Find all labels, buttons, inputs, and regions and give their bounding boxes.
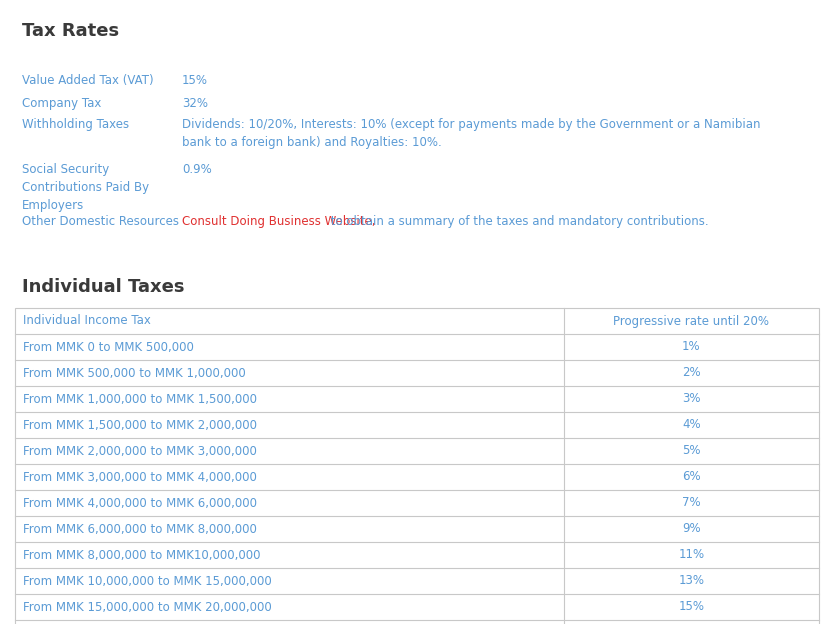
Text: Dividends: 10/20%, Interests: 10% (except for payments made by the Government or: Dividends: 10/20%, Interests: 10% (excep… <box>182 118 761 149</box>
Text: 5%: 5% <box>682 444 701 457</box>
Text: 4%: 4% <box>682 419 701 432</box>
Text: From MMK 1,000,000 to MMK 1,500,000: From MMK 1,000,000 to MMK 1,500,000 <box>23 392 258 406</box>
Text: to obtain a summary of the taxes and mandatory contributions.: to obtain a summary of the taxes and man… <box>327 215 709 228</box>
Text: From MMK 1,500,000 to MMK 2,000,000: From MMK 1,500,000 to MMK 2,000,000 <box>23 419 258 432</box>
Text: From MMK 8,000,000 to MMK10,000,000: From MMK 8,000,000 to MMK10,000,000 <box>23 548 261 562</box>
Text: 3%: 3% <box>682 392 701 406</box>
Text: Progressive rate until 20%: Progressive rate until 20% <box>613 314 770 328</box>
Text: 2%: 2% <box>682 366 701 379</box>
Text: From MMK 4,000,000 to MMK 6,000,000: From MMK 4,000,000 to MMK 6,000,000 <box>23 497 258 510</box>
Text: Individual Income Tax: Individual Income Tax <box>23 314 151 328</box>
Text: Company Tax: Company Tax <box>22 97 101 110</box>
Text: From MMK 15,000,000 to MMK 20,000,000: From MMK 15,000,000 to MMK 20,000,000 <box>23 600 272 613</box>
Text: 15%: 15% <box>678 600 705 613</box>
Text: Individual Taxes: Individual Taxes <box>22 278 184 296</box>
Text: Tax Rates: Tax Rates <box>22 22 118 41</box>
Text: 15%: 15% <box>182 74 208 87</box>
Text: 32%: 32% <box>182 97 208 110</box>
Text: 1%: 1% <box>682 341 701 354</box>
Text: Consult Doing Business Website,: Consult Doing Business Website, <box>182 215 375 228</box>
Bar <box>15 308 819 624</box>
Text: From MMK 500,000 to MMK 1,000,000: From MMK 500,000 to MMK 1,000,000 <box>23 366 246 379</box>
Text: 9%: 9% <box>682 522 701 535</box>
Text: From MMK 0 to MMK 500,000: From MMK 0 to MMK 500,000 <box>23 341 194 354</box>
Text: From MMK 6,000,000 to MMK 8,000,000: From MMK 6,000,000 to MMK 8,000,000 <box>23 522 257 535</box>
Text: From MMK 2,000,000 to MMK 3,000,000: From MMK 2,000,000 to MMK 3,000,000 <box>23 444 257 457</box>
Text: 6%: 6% <box>682 470 701 484</box>
Text: Withholding Taxes: Withholding Taxes <box>22 118 128 131</box>
Text: 7%: 7% <box>682 497 701 510</box>
Text: From MMK 3,000,000 to MMK 4,000,000: From MMK 3,000,000 to MMK 4,000,000 <box>23 470 257 484</box>
Text: Value Added Tax (VAT): Value Added Tax (VAT) <box>22 74 153 87</box>
Text: Social Security
Contributions Paid By
Employers: Social Security Contributions Paid By Em… <box>22 163 148 212</box>
Text: Other Domestic Resources: Other Domestic Resources <box>22 215 178 228</box>
Text: From MMK 10,000,000 to MMK 15,000,000: From MMK 10,000,000 to MMK 15,000,000 <box>23 575 272 588</box>
Text: 0.9%: 0.9% <box>182 163 212 176</box>
Text: 13%: 13% <box>678 575 705 588</box>
Text: 11%: 11% <box>678 548 705 562</box>
